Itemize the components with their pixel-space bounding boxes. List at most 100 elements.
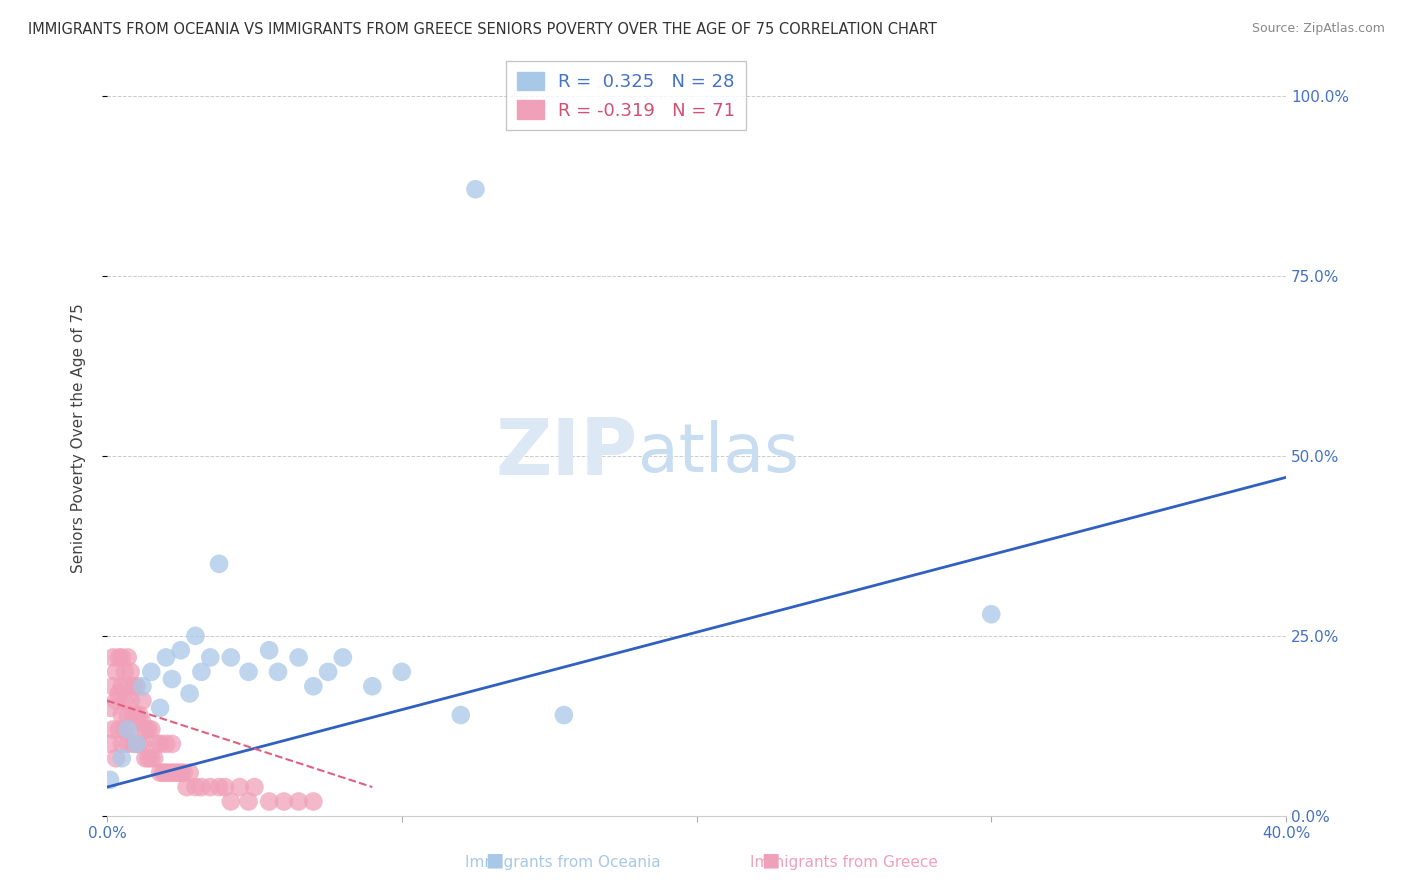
Point <box>114 723 136 737</box>
Point <box>257 643 280 657</box>
Point <box>117 708 139 723</box>
Point <box>122 679 145 693</box>
Point <box>143 751 166 765</box>
Point <box>98 772 121 787</box>
Point <box>179 765 201 780</box>
Point <box>238 795 260 809</box>
Point <box>149 765 172 780</box>
Point <box>157 765 180 780</box>
Point <box>98 701 121 715</box>
Point <box>184 629 207 643</box>
Point <box>131 679 153 693</box>
Point <box>228 780 250 794</box>
Text: ZIP: ZIP <box>495 415 637 491</box>
Point <box>117 679 139 693</box>
Text: IMMIGRANTS FROM OCEANIA VS IMMIGRANTS FROM GREECE SENIORS POVERTY OVER THE AGE O: IMMIGRANTS FROM OCEANIA VS IMMIGRANTS FR… <box>28 22 936 37</box>
Legend: R =  0.325   N = 28, R = -0.319   N = 71: R = 0.325 N = 28, R = -0.319 N = 71 <box>506 61 745 130</box>
Point <box>101 679 124 693</box>
Point <box>208 780 231 794</box>
Point <box>163 765 186 780</box>
Point <box>138 751 160 765</box>
Point <box>128 737 150 751</box>
Point <box>553 708 575 723</box>
Y-axis label: Seniors Poverty Over the Age of 75: Seniors Poverty Over the Age of 75 <box>72 303 86 573</box>
Point <box>316 665 339 679</box>
Point <box>152 765 174 780</box>
Point <box>391 665 413 679</box>
Point <box>332 650 354 665</box>
Point <box>200 780 222 794</box>
Point <box>117 650 139 665</box>
Point <box>267 665 290 679</box>
Point <box>138 723 160 737</box>
Point <box>450 708 472 723</box>
Point <box>104 751 127 765</box>
Text: atlas: atlas <box>637 420 799 486</box>
Point <box>104 693 127 707</box>
Point <box>149 701 172 715</box>
Point <box>243 780 266 794</box>
Point <box>208 557 231 571</box>
Point <box>131 693 153 707</box>
Point <box>160 672 183 686</box>
Point <box>141 723 163 737</box>
Point <box>464 182 486 196</box>
Point <box>125 679 148 693</box>
Point <box>125 737 148 751</box>
Point <box>111 679 134 693</box>
Text: ■: ■ <box>761 851 780 870</box>
Point <box>219 795 242 809</box>
Point <box>219 650 242 665</box>
Point <box>160 737 183 751</box>
Point <box>200 650 222 665</box>
Point <box>114 665 136 679</box>
Point <box>134 723 156 737</box>
Point <box>146 737 169 751</box>
Point <box>111 737 134 751</box>
Point <box>155 765 177 780</box>
Point <box>141 665 163 679</box>
Point <box>302 795 325 809</box>
Point <box>122 708 145 723</box>
Point <box>134 751 156 765</box>
Point <box>141 751 163 765</box>
Point <box>120 665 142 679</box>
Point <box>131 715 153 730</box>
Point <box>238 665 260 679</box>
Point <box>155 650 177 665</box>
Point <box>128 708 150 723</box>
Text: Immigrants from Greece: Immigrants from Greece <box>749 855 938 870</box>
Point <box>117 723 139 737</box>
Point <box>190 780 212 794</box>
Point <box>302 679 325 693</box>
Point <box>190 665 212 679</box>
Point <box>176 780 198 794</box>
Point <box>111 751 134 765</box>
Point <box>170 765 193 780</box>
Point <box>122 737 145 751</box>
Point <box>287 795 309 809</box>
Point <box>120 693 142 707</box>
Point <box>101 723 124 737</box>
Point <box>108 723 131 737</box>
Point <box>120 723 142 737</box>
Point <box>131 737 153 751</box>
Point <box>108 650 131 665</box>
Point <box>273 795 295 809</box>
Point <box>179 686 201 700</box>
Point <box>125 737 148 751</box>
Point <box>287 650 309 665</box>
Point <box>125 708 148 723</box>
Point <box>111 708 134 723</box>
Text: Immigrants from Oceania: Immigrants from Oceania <box>464 855 661 870</box>
Point <box>170 643 193 657</box>
Point <box>166 765 188 780</box>
Point <box>149 737 172 751</box>
Point <box>101 650 124 665</box>
Point <box>257 795 280 809</box>
Point <box>117 737 139 751</box>
Point <box>108 686 131 700</box>
Point <box>114 693 136 707</box>
Point <box>173 765 195 780</box>
Point <box>980 607 1002 622</box>
